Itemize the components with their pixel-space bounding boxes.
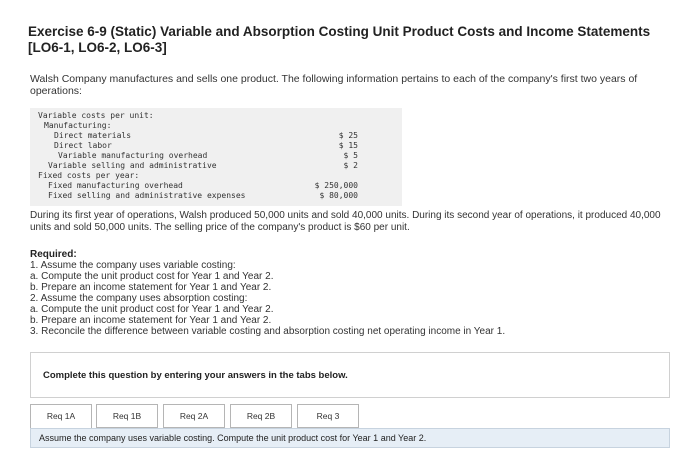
instruction-text: Complete this question by entering your … <box>43 370 348 381</box>
required-item-3: 3. Reconcile the difference between vari… <box>30 326 506 337</box>
fixed-mfg-overhead-label: Fixed manufacturing overhead <box>48 181 183 190</box>
required-item-2a: a. Compute the unit product cost for Yea… <box>30 304 274 315</box>
required-section: Required: 1. Assume the company uses var… <box>30 249 670 337</box>
tab-req-1b[interactable]: Req 1B <box>96 404 158 428</box>
direct-materials-value: $ 25 <box>338 131 358 140</box>
tab-req-1a[interactable]: Req 1A <box>30 404 92 429</box>
fixed-costs-heading-row: Fixed costs per year: <box>30 171 402 181</box>
operations-paragraph: During its first year of operations, Wal… <box>30 210 661 233</box>
required-heading: Required: <box>30 249 77 260</box>
fixed-selling-admin-label: Fixed selling and administrative expense… <box>48 191 246 200</box>
manufacturing-heading-row: Manufacturing: <box>30 121 402 131</box>
tab-req-3[interactable]: Req 3 <box>297 404 359 428</box>
direct-materials-row: Direct materials $ 25 <box>30 131 358 141</box>
required-item-1: 1. Assume the company uses variable cost… <box>30 260 236 271</box>
tab-req-2a[interactable]: Req 2A <box>163 404 225 428</box>
variable-selling-admin-row: Variable selling and administrative $ 2 <box>30 161 358 171</box>
direct-materials-label: Direct materials <box>54 131 132 140</box>
instruction-box: Complete this question by entering your … <box>30 352 670 398</box>
fixed-mfg-overhead-value: $ 250,000 <box>314 181 358 190</box>
required-item-2: 2. Assume the company uses absorption co… <box>30 293 248 304</box>
fixed-mfg-overhead-row: Fixed manufacturing overhead $ 250,000 <box>30 181 358 191</box>
variable-selling-admin-label: Variable selling and administrative <box>48 161 217 170</box>
variable-costs-heading: Variable costs per unit: <box>38 111 154 120</box>
direct-labor-row: Direct labor $ 15 <box>30 141 358 151</box>
required-item-1b: b. Prepare an income statement for Year … <box>30 282 272 293</box>
exercise-title: Exercise 6-9 (Static) Variable and Absor… <box>28 24 651 55</box>
variable-mfg-overhead-value: $ 5 <box>343 151 358 160</box>
cost-data-table: Variable costs per unit: Manufacturing: … <box>30 108 402 206</box>
fixed-costs-heading: Fixed costs per year: <box>38 171 140 180</box>
direct-labor-value: $ 15 <box>338 141 358 150</box>
fixed-selling-admin-value: $ 80,000 <box>319 191 358 200</box>
variable-mfg-overhead-row: Variable manufacturing overhead $ 5 <box>30 151 358 161</box>
tab-panel: Assume the company uses variable costing… <box>30 428 670 448</box>
intro-text: Walsh Company manufactures and sells one… <box>30 73 638 97</box>
tab-req-2b[interactable]: Req 2B <box>230 404 292 428</box>
variable-mfg-overhead-label: Variable manufacturing overhead <box>58 151 208 160</box>
variable-costs-heading-row: Variable costs per unit: <box>30 111 402 121</box>
required-item-1a: a. Compute the unit product cost for Yea… <box>30 271 274 282</box>
variable-selling-admin-value: $ 2 <box>343 161 358 170</box>
required-item-2b: b. Prepare an income statement for Year … <box>30 315 272 326</box>
fixed-selling-admin-row: Fixed selling and administrative expense… <box>30 191 358 201</box>
direct-labor-label: Direct labor <box>54 141 112 150</box>
tab-panel-instruction: Assume the company uses variable costing… <box>39 433 427 443</box>
manufacturing-heading: Manufacturing: <box>44 121 112 130</box>
